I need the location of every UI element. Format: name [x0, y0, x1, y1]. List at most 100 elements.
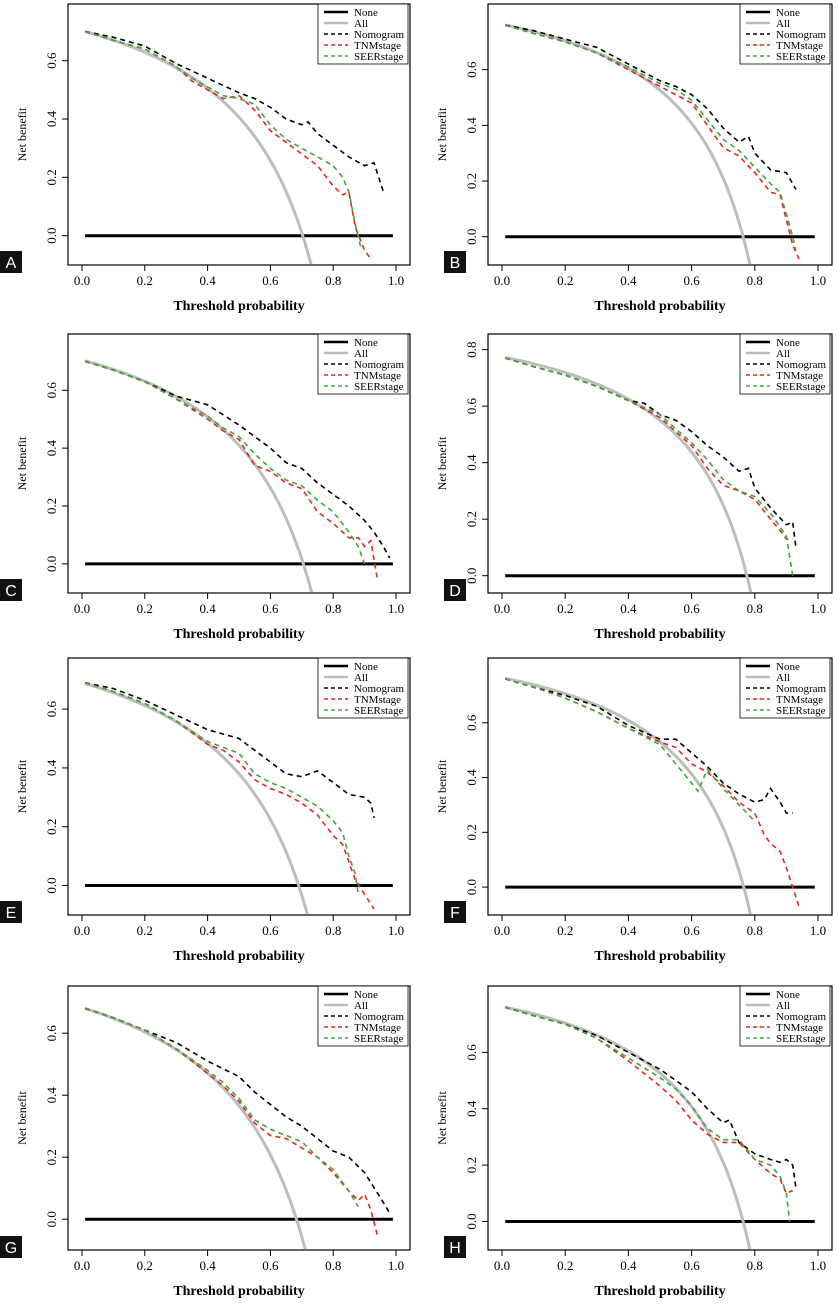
series-nomogram: [84, 360, 391, 559]
series-nomogram: [84, 1007, 391, 1214]
x-tick-label: 0.4: [199, 1258, 216, 1273]
y-tick-label: 0.2: [464, 511, 479, 527]
panel-label: E: [6, 905, 17, 922]
y-tick-label: 0.4: [464, 454, 479, 471]
y-axis-label: Net benefit: [15, 1091, 29, 1145]
plot-lines: [84, 30, 393, 264]
y-tick-label: 0.6: [44, 701, 59, 718]
legend-label-tnmstage: TNMstage: [354, 40, 401, 52]
series-all: [84, 359, 314, 592]
panel-label-box: [444, 251, 466, 273]
legend-label-nomogram: Nomogram: [776, 359, 827, 371]
x-tick-label: 0.6: [262, 923, 279, 938]
panel-label-box: [0, 251, 22, 273]
x-tick-label: 0.0: [494, 1258, 510, 1273]
x-tick-label: 0.6: [683, 1258, 700, 1273]
y-tick-label: 0.2: [44, 819, 59, 835]
series-all: [504, 355, 753, 592]
legend-label-seerstage: SEERstage: [776, 381, 826, 393]
panel-label-box: [444, 579, 466, 601]
series-tnmstage: [504, 1006, 794, 1195]
x-tick-label: 0.8: [747, 601, 763, 616]
x-tick-label: 0.0: [74, 923, 90, 938]
x-tick-label: 0.0: [494, 923, 510, 938]
plot-frame: [487, 985, 833, 1251]
y-tick-label: 0.6: [464, 1044, 479, 1061]
x-axis-label: Threshold probability: [173, 299, 304, 314]
series-seerstage: [504, 24, 797, 251]
legend-label-seerstage: SEERstage: [354, 705, 404, 717]
y-axis-label: Net benefit: [15, 759, 29, 813]
panel-e: 0.0 0.2 0.4 0.6 0.8 1.0 0.0 0.2 0.4 0.6 Threshold …: [0, 657, 411, 964]
legend-label-nomogram: Nomogram: [354, 1011, 405, 1023]
legend-label-all: All: [776, 1000, 790, 1012]
panel-label: C: [5, 583, 17, 600]
legend-label-seerstage: SEERstage: [776, 1033, 826, 1045]
legend-label-none: None: [354, 337, 378, 349]
y-tick-label: 0.4: [44, 110, 59, 127]
y-tick-label: 0.8: [464, 342, 479, 358]
series-seerstage: [504, 678, 756, 822]
y-tick-label: 0.2: [464, 824, 479, 840]
legend-label-none: None: [776, 337, 800, 349]
legend-label-nomogram: Nomogram: [354, 29, 405, 41]
x-tick-label: 0.8: [325, 601, 341, 616]
plot-frame: [487, 333, 833, 594]
y-axis-label: Net benefit: [435, 107, 449, 161]
panel-label: A: [6, 255, 17, 272]
legend-label-nomogram: Nomogram: [354, 683, 405, 695]
legend-label-all: All: [354, 1000, 368, 1012]
x-axis-label: Threshold probability: [173, 1284, 304, 1299]
x-axis-label: Threshold probability: [594, 1284, 725, 1299]
legend-label-seerstage: SEERstage: [776, 51, 826, 63]
plot-lines: [84, 681, 393, 914]
x-axis-label: Threshold probability: [173, 949, 304, 964]
legend-label-all: All: [354, 18, 368, 30]
panel-c: 0.0 0.2 0.4 0.6 0.8 1.0 0.0 0.2 0.4 0.6 Threshold …: [0, 333, 411, 642]
y-tick-label: 0.2: [464, 1157, 479, 1173]
x-tick-label: 1.0: [388, 601, 404, 616]
x-tick-label: 0.8: [325, 273, 341, 288]
plot-lines: [84, 359, 393, 592]
x-tick-label: 0.8: [747, 273, 763, 288]
x-tick-label: 0.4: [199, 923, 216, 938]
legend-label-none: None: [776, 989, 800, 1001]
panel-label: G: [5, 1240, 17, 1257]
y-axis-label: Net benefit: [15, 436, 29, 490]
x-tick-label: 0.2: [557, 273, 573, 288]
series-seerstage: [84, 1007, 359, 1208]
y-tick-label: 0.6: [44, 52, 59, 69]
x-tick-label: 0.4: [620, 273, 637, 288]
plot-frame: [67, 333, 411, 594]
y-tick-label: 0.4: [44, 440, 59, 457]
x-tick-label: 0.8: [325, 1258, 341, 1273]
x-tick-label: 0.8: [747, 923, 763, 938]
y-tick-label: 0.0: [464, 568, 479, 584]
y-tick-label: 0.0: [464, 879, 479, 895]
series-seerstage: [84, 681, 360, 895]
plot-lines: [504, 676, 815, 914]
y-tick-label: 0.2: [464, 173, 479, 189]
legend-label-tnmstage: TNMstage: [354, 694, 401, 706]
panel-label: H: [449, 1240, 461, 1257]
y-tick-label: 0.0: [464, 1213, 479, 1229]
panel-f: 0.0 0.2 0.4 0.6 0.8 1.0 0.0 0.2 0.4 0.6 Threshold …: [435, 657, 833, 964]
legend-label-tnmstage: TNMstage: [776, 370, 823, 382]
legend-label-none: None: [354, 7, 378, 19]
series-all: [504, 676, 752, 914]
panel-label-box: [0, 1236, 22, 1258]
series-seerstage: [504, 357, 794, 576]
x-tick-label: 0.0: [74, 1258, 90, 1273]
y-tick-label: 0.2: [44, 1149, 59, 1165]
x-tick-label: 0.4: [620, 601, 637, 616]
plot-frame: [67, 657, 411, 916]
x-tick-label: 1.0: [810, 923, 826, 938]
legend-label-tnmstage: TNMstage: [776, 694, 823, 706]
legend-label-tnmstage: TNMstage: [776, 40, 823, 52]
x-tick-label: 0.4: [620, 1258, 637, 1273]
legend-label-none: None: [354, 661, 378, 673]
legend-label-all: All: [776, 348, 790, 360]
legend-label-seerstage: SEERstage: [354, 381, 404, 393]
y-axis-label: Net benefit: [435, 436, 449, 490]
